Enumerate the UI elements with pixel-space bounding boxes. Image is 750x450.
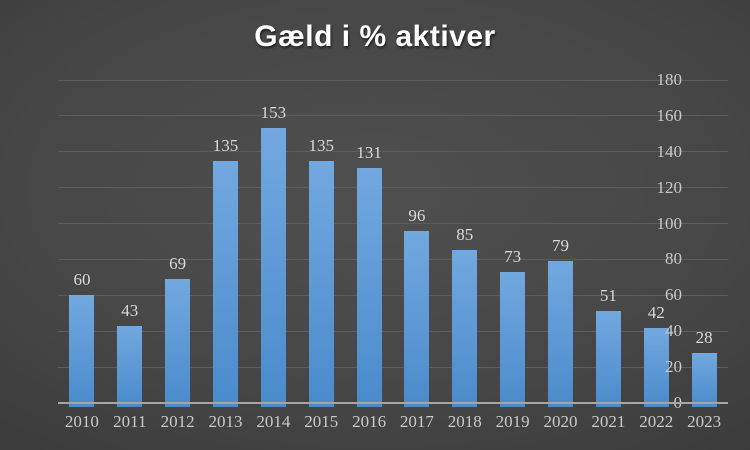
chart-title: Gæld i % aktiver (254, 20, 496, 53)
data-label-2018: 85 (456, 225, 474, 245)
x-axis-tick-label: 2022 (639, 412, 674, 431)
x-axis-tick-label: 2019 (495, 412, 530, 431)
x-axis-tick-label: 2013 (208, 412, 243, 431)
bar-2023 (691, 352, 717, 407)
data-label-2011: 43 (121, 300, 139, 320)
data-label-2012: 69 (169, 254, 187, 274)
data-label-2017: 96 (408, 205, 426, 225)
bar-2012 (165, 279, 191, 407)
y-axis-tick-label: 120 (656, 177, 683, 197)
x-axis-tick-label: 2015 (304, 412, 339, 431)
y-axis-tick-label: 40 (665, 321, 682, 341)
y-axis-tick-label: 80 (665, 249, 682, 269)
y-gridline (58, 223, 728, 225)
x-axis-tick-label: 2020 (543, 412, 578, 431)
y-axis-tick-label: 160 (656, 105, 683, 125)
bar-2021 (595, 311, 621, 407)
bar-2016 (356, 167, 382, 407)
y-gridline (58, 79, 728, 81)
bar-2013 (213, 160, 238, 407)
bar-2010 (69, 295, 95, 407)
y-axis-tick-label: 20 (665, 357, 682, 377)
y-axis-tick-label: 100 (656, 213, 683, 233)
data-label-2015: 135 (308, 135, 334, 155)
data-label-2020: 79 (552, 236, 569, 256)
y-gridline (58, 294, 728, 296)
bar-2022 (643, 327, 669, 407)
data-label-2021: 51 (599, 286, 617, 306)
bar-2019 (500, 272, 526, 407)
y-axis-tick-label: 140 (656, 141, 683, 161)
plot-area: 60 43 69 135 153 135 131 96 85 73 79 51 42 28 (58, 79, 728, 407)
x-axis-tick-label: 2021 (591, 412, 626, 431)
data-label-2010: 60 (73, 270, 91, 290)
y-axis-tick-label: 60 (665, 285, 682, 305)
x-axis-tick-label: 2023 (687, 412, 722, 431)
y-gridline (58, 330, 728, 332)
y-gridline (58, 366, 728, 368)
data-label-2019: 73 (504, 247, 522, 266)
bar-2014 (260, 128, 286, 407)
y-axis-tick-label: 180 (656, 70, 683, 89)
x-axis-tick-label: 2010 (64, 412, 99, 431)
bar-2011 (117, 325, 143, 407)
bar-2020 (548, 261, 573, 407)
data-label-2014: 153 (260, 103, 287, 123)
x-axis-tick-label: 2017 (399, 412, 434, 431)
y-gridline (58, 258, 728, 260)
x-axis-tick-label: 2016 (352, 412, 387, 431)
bar-2015 (308, 160, 334, 407)
bar-2018 (452, 250, 478, 407)
x-axis-tick-label: 2014 (256, 412, 291, 431)
data-label-2022: 42 (647, 302, 665, 322)
y-gridline (58, 115, 728, 117)
x-axis-line (58, 402, 728, 404)
x-axis-tick-label: 2011 (113, 412, 147, 431)
x-axis-tick-label: 2012 (160, 412, 195, 431)
data-label-2023: 28 (695, 327, 713, 347)
y-gridline (58, 151, 728, 153)
bar-2017 (404, 230, 430, 407)
y-gridline (58, 187, 728, 189)
data-label-2016: 131 (356, 142, 382, 162)
data-label-2013: 135 (212, 135, 239, 155)
x-axis-tick-label: 2018 (447, 412, 482, 431)
